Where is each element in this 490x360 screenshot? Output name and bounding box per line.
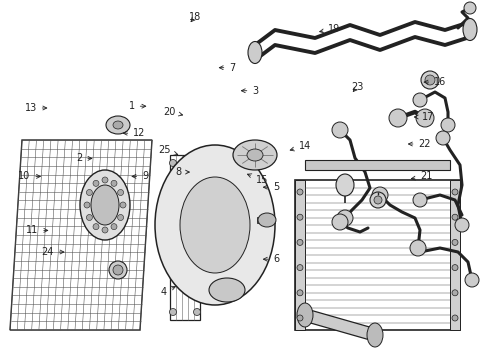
Ellipse shape bbox=[194, 309, 200, 315]
Text: 9: 9 bbox=[132, 171, 148, 181]
Text: 3: 3 bbox=[242, 86, 259, 96]
Bar bbox=[295, 180, 460, 330]
Text: 10: 10 bbox=[18, 171, 40, 181]
Ellipse shape bbox=[170, 234, 176, 241]
Ellipse shape bbox=[436, 131, 450, 145]
Ellipse shape bbox=[452, 265, 458, 271]
Ellipse shape bbox=[111, 180, 117, 186]
Polygon shape bbox=[300, 310, 380, 340]
Ellipse shape bbox=[258, 213, 276, 227]
Ellipse shape bbox=[120, 202, 126, 208]
Ellipse shape bbox=[194, 234, 200, 241]
Text: 24: 24 bbox=[42, 247, 64, 257]
Ellipse shape bbox=[102, 177, 108, 183]
Ellipse shape bbox=[297, 290, 303, 296]
Ellipse shape bbox=[194, 159, 200, 166]
Ellipse shape bbox=[109, 261, 127, 279]
Ellipse shape bbox=[452, 189, 458, 195]
Text: 2: 2 bbox=[76, 153, 92, 163]
Ellipse shape bbox=[332, 122, 348, 138]
Ellipse shape bbox=[113, 121, 123, 129]
Ellipse shape bbox=[248, 41, 262, 63]
Ellipse shape bbox=[209, 278, 245, 302]
Ellipse shape bbox=[410, 240, 426, 256]
Ellipse shape bbox=[80, 170, 130, 240]
Bar bbox=[450, 180, 460, 330]
Text: 19: 19 bbox=[319, 24, 341, 34]
Text: 5: 5 bbox=[264, 182, 280, 192]
Ellipse shape bbox=[86, 189, 93, 195]
Ellipse shape bbox=[389, 109, 407, 127]
Ellipse shape bbox=[297, 239, 303, 246]
Ellipse shape bbox=[233, 140, 277, 170]
Text: 21: 21 bbox=[411, 171, 433, 181]
Ellipse shape bbox=[297, 303, 313, 327]
Ellipse shape bbox=[93, 224, 99, 230]
Text: 6: 6 bbox=[264, 254, 280, 264]
Text: 14: 14 bbox=[290, 141, 311, 151]
Ellipse shape bbox=[452, 290, 458, 296]
Ellipse shape bbox=[91, 185, 119, 225]
Ellipse shape bbox=[86, 215, 93, 220]
Ellipse shape bbox=[297, 189, 303, 195]
Ellipse shape bbox=[297, 265, 303, 271]
Ellipse shape bbox=[297, 315, 303, 321]
Text: 22: 22 bbox=[409, 139, 431, 149]
Ellipse shape bbox=[180, 177, 250, 273]
Text: 20: 20 bbox=[163, 107, 183, 117]
Ellipse shape bbox=[113, 265, 123, 275]
Ellipse shape bbox=[421, 71, 439, 89]
Ellipse shape bbox=[102, 227, 108, 233]
Text: 7: 7 bbox=[220, 63, 236, 73]
Ellipse shape bbox=[93, 180, 99, 186]
Text: 1: 1 bbox=[129, 101, 146, 111]
Ellipse shape bbox=[170, 159, 176, 166]
Text: 16: 16 bbox=[424, 77, 446, 87]
Ellipse shape bbox=[463, 18, 477, 40]
Ellipse shape bbox=[247, 149, 263, 161]
Ellipse shape bbox=[336, 174, 354, 196]
Text: 8: 8 bbox=[175, 167, 189, 177]
Text: 4: 4 bbox=[161, 286, 175, 297]
Ellipse shape bbox=[464, 2, 476, 14]
Ellipse shape bbox=[452, 315, 458, 321]
Ellipse shape bbox=[297, 214, 303, 220]
Ellipse shape bbox=[111, 224, 117, 230]
Ellipse shape bbox=[337, 210, 353, 226]
Ellipse shape bbox=[441, 118, 455, 132]
Text: 11: 11 bbox=[26, 225, 48, 235]
Ellipse shape bbox=[106, 116, 130, 134]
Ellipse shape bbox=[465, 273, 479, 287]
Text: 13: 13 bbox=[24, 103, 47, 113]
Ellipse shape bbox=[374, 196, 382, 204]
Text: 25: 25 bbox=[158, 145, 178, 156]
Ellipse shape bbox=[413, 93, 427, 107]
Ellipse shape bbox=[118, 189, 123, 195]
Ellipse shape bbox=[370, 192, 386, 208]
Text: 23: 23 bbox=[351, 82, 363, 92]
Ellipse shape bbox=[84, 202, 90, 208]
Ellipse shape bbox=[425, 75, 435, 85]
Text: 18: 18 bbox=[189, 12, 201, 22]
Bar bbox=[170, 155, 200, 320]
Ellipse shape bbox=[170, 309, 176, 315]
Ellipse shape bbox=[372, 187, 388, 203]
Ellipse shape bbox=[413, 193, 427, 207]
Ellipse shape bbox=[118, 215, 123, 220]
Text: 12: 12 bbox=[123, 128, 146, 138]
Bar bbox=[295, 180, 305, 330]
Bar bbox=[257, 217, 275, 223]
Bar bbox=[305, 160, 450, 170]
Text: 15: 15 bbox=[247, 174, 268, 185]
Text: 17: 17 bbox=[415, 112, 435, 122]
Ellipse shape bbox=[155, 145, 275, 305]
Ellipse shape bbox=[452, 239, 458, 246]
Ellipse shape bbox=[332, 214, 348, 230]
Ellipse shape bbox=[416, 109, 434, 127]
Ellipse shape bbox=[452, 214, 458, 220]
Ellipse shape bbox=[455, 218, 469, 232]
Ellipse shape bbox=[367, 323, 383, 347]
